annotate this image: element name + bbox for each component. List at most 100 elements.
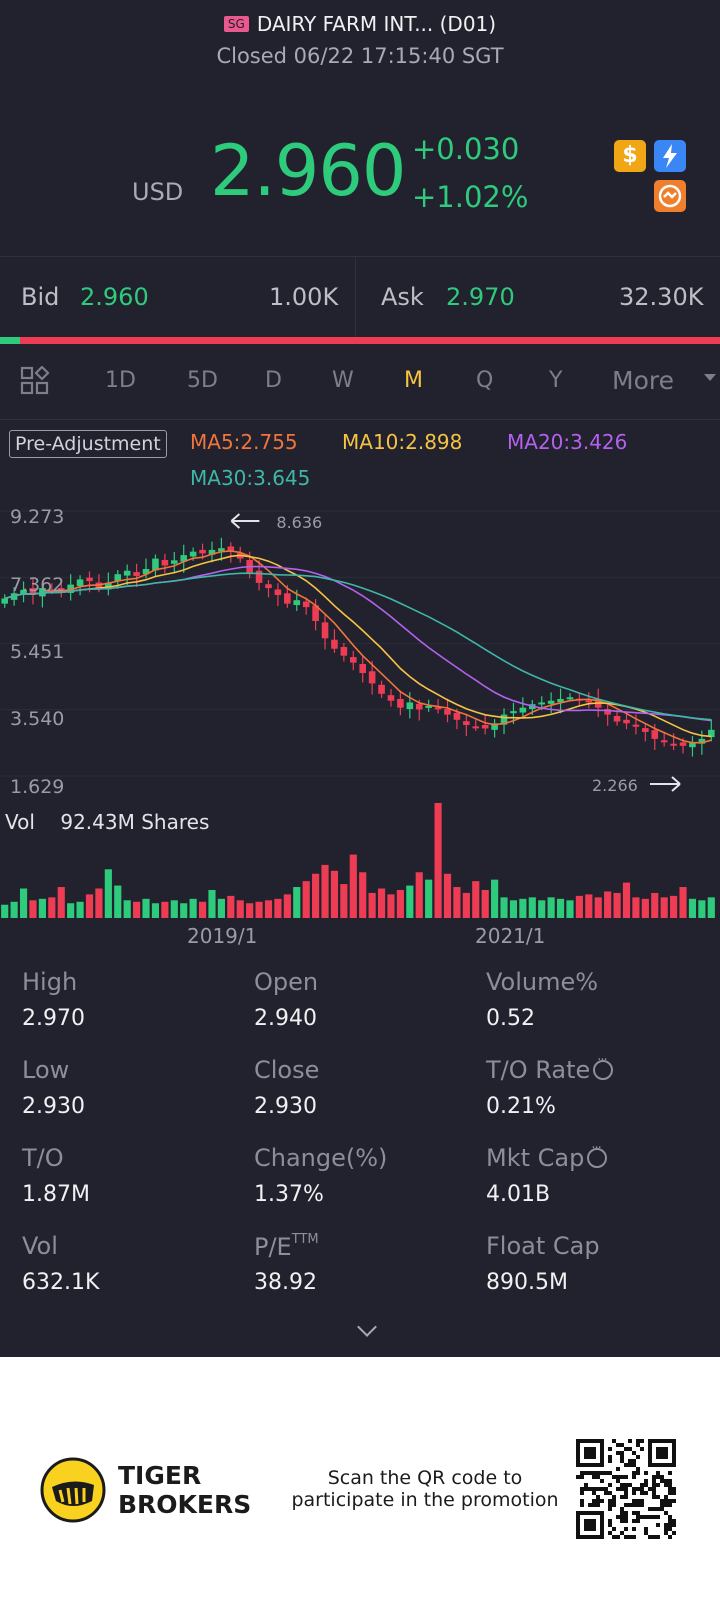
layout-grid-icon[interactable] [20, 365, 50, 400]
more-tab[interactable]: More [612, 366, 674, 395]
qr-code[interactable] [576, 1439, 676, 1539]
qr-module [652, 1475, 656, 1479]
ma10-label: MA10:2.898 [342, 430, 463, 454]
chevron-down-icon[interactable] [704, 374, 716, 381]
qr-module [668, 1479, 672, 1483]
qr-module [588, 1487, 592, 1491]
qr-module [596, 1471, 600, 1475]
qr-module [644, 1515, 648, 1519]
qr-module [616, 1487, 620, 1491]
qr-module [624, 1447, 628, 1451]
candle-body [387, 695, 395, 701]
qr-module [624, 1527, 628, 1531]
qr-module [664, 1483, 668, 1487]
tab-1d[interactable]: 1D [105, 368, 136, 393]
volume-bar [104, 869, 112, 918]
tab-5d[interactable]: 5D [187, 368, 218, 393]
candle-body [472, 726, 480, 729]
qr-module [612, 1535, 616, 1539]
qr-module [652, 1479, 656, 1483]
kline-chart[interactable]: 8.636 2.266 [0, 490, 720, 930]
market-badge: SG [223, 16, 249, 32]
qr-module [636, 1519, 640, 1523]
volume-bar [57, 887, 65, 918]
stat-low-label: Low [22, 1056, 70, 1084]
candle-body [642, 728, 649, 732]
qr-module [620, 1443, 624, 1447]
qr-module [636, 1499, 640, 1503]
volume-bar [641, 898, 649, 918]
qr-module [616, 1479, 620, 1483]
qr-module [656, 1515, 660, 1519]
qr-module [636, 1439, 640, 1443]
qr-module [656, 1495, 660, 1499]
volume-bar [415, 872, 423, 918]
candle-body [547, 700, 555, 704]
ma30-label: MA30:3.645 [190, 466, 311, 490]
qr-module [632, 1535, 636, 1539]
candle-body [227, 546, 235, 552]
ma5-label: MA5:2.755 [190, 430, 298, 454]
tab-w[interactable]: W [332, 368, 354, 393]
qr-module [628, 1459, 632, 1463]
stat-float-cap-value: 890.5M [486, 1270, 568, 1295]
qr-module [668, 1535, 672, 1539]
qr-module [592, 1499, 596, 1503]
stock-title[interactable]: SG DAIRY FARM INT... (D01) [0, 12, 720, 36]
ma10-line [4, 554, 712, 738]
qr-module [596, 1475, 600, 1479]
qr-module [632, 1527, 636, 1531]
qr-module [652, 1507, 656, 1511]
candle-body [453, 712, 461, 720]
tab-d[interactable]: D [265, 368, 282, 393]
qr-module [592, 1503, 596, 1507]
qr-module [596, 1495, 600, 1499]
high-price-marker: 8.636 [276, 513, 322, 532]
volume-label: Vol 92.43M Shares [5, 810, 209, 834]
volume-bar [660, 897, 668, 918]
candle-body [481, 725, 489, 729]
candle-body [463, 721, 470, 726]
qr-module [656, 1535, 660, 1539]
volume-bar [481, 889, 489, 918]
candle-body [613, 715, 621, 722]
brand-line: TIGER [118, 1461, 202, 1490]
volume-bar [406, 885, 414, 918]
adjustment-toggle[interactable]: Pre-Adjustment [9, 430, 167, 458]
dollar-icon[interactable]: $ [614, 140, 646, 172]
volume-bar [48, 897, 56, 918]
stat-to-value: 1.87M [22, 1182, 90, 1207]
tab-m[interactable]: M [404, 368, 423, 393]
candle-body [698, 738, 706, 744]
qr-module [652, 1515, 656, 1519]
qr-module [664, 1503, 668, 1507]
more-info-icon[interactable] [587, 1141, 608, 1168]
qr-module [660, 1479, 664, 1483]
stat-to-rate-label[interactable]: T/O Rate [486, 1053, 614, 1084]
stat-float-cap-label: Float Cap [486, 1232, 600, 1260]
qr-module [640, 1487, 644, 1491]
qr-module [644, 1471, 648, 1475]
volume-bar [151, 903, 160, 918]
stat-mkt-cap-label[interactable]: Mkt Cap [486, 1141, 608, 1172]
candle-body [218, 548, 225, 552]
expand-chevron-icon[interactable] [357, 1317, 377, 1337]
qr-module [644, 1531, 648, 1535]
qr-module [656, 1507, 660, 1511]
qr-module [620, 1531, 624, 1535]
candle-body [331, 639, 338, 649]
qr-module [672, 1499, 676, 1503]
qr-module [580, 1471, 584, 1475]
tab-q[interactable]: Q [476, 368, 494, 393]
shield-icon[interactable] [654, 180, 686, 212]
qr-module [672, 1531, 676, 1535]
more-info-icon[interactable] [593, 1053, 614, 1080]
bid-ask-panel[interactable]: Bid 2.960 1.00K Ask 2.970 32.30K [0, 257, 720, 337]
qr-module [628, 1535, 632, 1539]
lightning-icon[interactable] [654, 140, 686, 172]
stat-change-value: 1.37% [254, 1182, 324, 1207]
qr-module [656, 1475, 660, 1479]
stat-high-value: 2.970 [22, 1006, 85, 1031]
qr-module [604, 1491, 608, 1495]
tab-y[interactable]: Y [549, 368, 563, 393]
